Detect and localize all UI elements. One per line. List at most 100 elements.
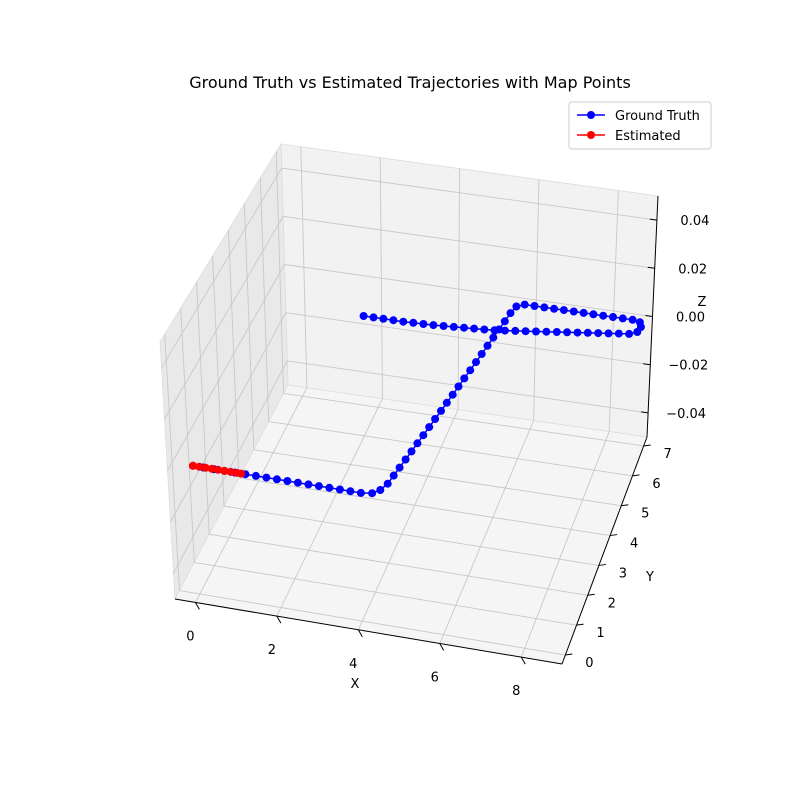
series-point-ground-truth [604,329,613,338]
z-tick-mark [641,411,649,414]
y-tick-mark [621,504,629,507]
x-tick-label: 0 [186,629,194,644]
y-tick-mark [587,593,595,596]
series-point-ground-truth [429,321,438,330]
series-point-ground-truth [419,320,428,328]
z-tick-mark [643,363,651,366]
x-tick-mark [194,602,200,610]
y-tick-label: 1 [596,626,604,641]
x-grid-line-floor [439,420,535,644]
series-point-ground-truth [369,313,378,322]
series-point-ground-truth [460,374,469,383]
series-point-ground-truth [483,341,492,350]
series-point-ground-truth [272,475,281,484]
series-point-ground-truth [431,415,440,423]
z-tick-label: 0.02 [678,262,707,277]
series-point-ground-truth [520,300,529,309]
series-point-ground-truth [625,329,634,338]
y-tick-label: 5 [641,507,649,522]
series-point-ground-truth [500,317,509,326]
series-point-ground-truth [368,489,377,498]
series-point-ground-truth [500,326,509,335]
z-grid-line-back [285,312,651,366]
series-point-ground-truth [389,471,398,480]
y-grid-line-floor [194,561,577,626]
y-tick-mark [598,563,606,566]
series-point-ground-truth [401,455,410,464]
series-point-ground-truth [448,390,457,399]
series-point-ground-truth [480,325,489,334]
series-point-ground-truth [552,328,561,336]
y-tick-mark [576,623,584,626]
z-grid-line-left [164,216,284,420]
series-point-ground-truth [489,333,498,342]
x-tick-label: 4 [349,657,357,672]
series-point-ground-truth [325,483,334,492]
legend-label-estimated: Estimated [615,129,681,144]
series-point-ground-truth [409,318,418,327]
series-point-ground-truth [530,302,539,310]
series-point-ground-truth [383,479,392,488]
z-grid-line-back [287,360,649,414]
series-point-ground-truth [314,482,323,491]
y-tick-label: 0 [585,656,593,671]
y-tick-mark [610,534,618,537]
series-point-ground-truth [542,327,551,336]
series-point-ground-truth [559,306,568,315]
x-axis-label: X [351,677,360,692]
series-point-ground-truth [614,329,623,338]
series-point-ground-truth [460,323,468,332]
z-grid-line-back [283,215,655,269]
legend-marker-ground-truth [587,111,595,119]
series-point-ground-truth [379,314,388,323]
y-grid-line-floor [209,533,588,596]
z-tick-label: −0.04 [666,407,706,422]
z-grid-line-left [161,167,283,368]
series-point-estimated [207,464,216,473]
series-point-ground-truth [506,309,515,318]
x-tick-mark [357,629,363,638]
y-axis-label: Y [645,570,654,585]
z-axis-label: Z [698,295,707,310]
series-point-ground-truth [437,406,445,415]
z-grid-line-left [167,264,285,471]
series-point-ground-truth [563,328,572,337]
series-point-ground-truth [609,313,617,321]
x-tick-mark [276,615,282,624]
y-grid-line-floor [253,449,622,507]
series-point-ground-truth [335,485,344,494]
y-axis-line [561,436,648,665]
series-point-estimated [195,462,204,471]
chart-title: Ground Truth vs Estimated Trajectories w… [189,73,631,92]
z-grid-line-back [281,167,657,221]
series-point-ground-truth [579,308,588,317]
y-grid-line-floor [223,505,599,566]
series-point-ground-truth [550,304,559,313]
y-grid-line-floor [179,590,566,656]
z-tick-label: 0.04 [680,214,709,229]
series-point-ground-truth [449,322,458,331]
y-tick-mark [643,444,651,447]
series-point-ground-truth [425,423,434,432]
series-point-ground-truth [540,303,549,312]
series-point-estimated [226,467,235,476]
series-point-ground-truth [293,478,302,487]
z-grid-line-left [173,360,288,574]
legend-label-ground-truth: Ground Truth [615,109,700,124]
series-point-ground-truth [454,382,463,391]
legend-marker-estimated [587,131,595,139]
series-point-ground-truth [569,307,578,316]
series-point-ground-truth [439,322,448,330]
series-point-estimated [189,461,197,470]
x-tick-mark [439,643,445,651]
legend-box [568,101,712,150]
series-point-ground-truth [376,486,385,494]
x-axis-line [174,598,563,665]
series-point-ground-truth [490,326,499,335]
z-tick-mark [647,266,655,269]
series-point-ground-truth [583,328,592,337]
series-point-ground-truth [589,310,598,319]
series-point-ground-truth [633,328,642,336]
